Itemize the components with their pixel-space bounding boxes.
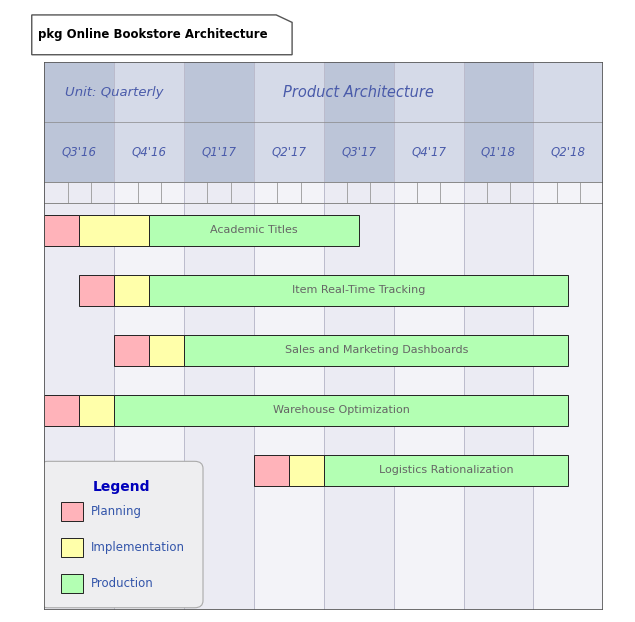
Bar — [254, 182, 324, 610]
Bar — [114, 182, 184, 610]
Bar — [60, 574, 83, 593]
Bar — [184, 335, 568, 366]
Bar — [44, 395, 79, 426]
Text: Sales and Marketing Dashboards: Sales and Marketing Dashboards — [284, 345, 468, 355]
Bar — [184, 182, 254, 610]
Bar — [289, 455, 324, 486]
Bar — [79, 275, 114, 306]
Bar — [114, 275, 149, 306]
Bar — [324, 62, 394, 182]
FancyBboxPatch shape — [39, 462, 203, 608]
Bar — [464, 182, 533, 610]
Bar — [464, 62, 533, 182]
Bar — [533, 62, 603, 182]
Bar — [149, 215, 359, 246]
Bar — [44, 215, 79, 246]
Bar — [324, 182, 394, 610]
Text: Q1'18: Q1'18 — [481, 146, 516, 159]
Bar — [44, 182, 114, 610]
Text: Q4'17: Q4'17 — [411, 146, 446, 159]
Bar — [324, 455, 568, 486]
Text: Q2'17: Q2'17 — [271, 146, 307, 159]
Bar — [254, 62, 324, 182]
Bar — [114, 395, 568, 426]
Bar — [60, 502, 83, 521]
Bar — [149, 335, 184, 366]
Bar — [149, 275, 568, 306]
Text: Q3'17: Q3'17 — [341, 146, 377, 159]
Bar — [394, 182, 464, 610]
Bar — [533, 182, 603, 610]
Text: Academic Titles: Academic Titles — [210, 225, 298, 235]
Text: Q1'17: Q1'17 — [201, 146, 237, 159]
Bar — [79, 215, 149, 246]
Text: Product Architecture: Product Architecture — [283, 85, 434, 100]
Text: Implementation: Implementation — [91, 541, 185, 554]
Bar — [394, 62, 464, 182]
Text: Production: Production — [91, 577, 154, 590]
Bar — [114, 335, 149, 366]
Bar — [44, 62, 114, 182]
Text: Logistics Rationalization: Logistics Rationalization — [378, 465, 514, 475]
Bar — [60, 538, 83, 557]
Bar — [184, 62, 254, 182]
Text: Warehouse Optimization: Warehouse Optimization — [273, 406, 410, 415]
Text: Legend: Legend — [93, 480, 150, 493]
Bar — [254, 455, 289, 486]
Bar — [79, 395, 114, 426]
Text: Q3'16: Q3'16 — [62, 146, 97, 159]
Text: Q4'16: Q4'16 — [131, 146, 167, 159]
Text: Planning: Planning — [91, 505, 142, 518]
Polygon shape — [32, 15, 292, 55]
Text: pkg Online Bookstore Architecture: pkg Online Bookstore Architecture — [38, 29, 268, 41]
Text: Unit: Quarterly: Unit: Quarterly — [65, 86, 164, 99]
Bar — [114, 62, 184, 182]
Text: Item Real-Time Tracking: Item Real-Time Tracking — [292, 285, 425, 295]
Text: Q2'18: Q2'18 — [551, 146, 586, 159]
